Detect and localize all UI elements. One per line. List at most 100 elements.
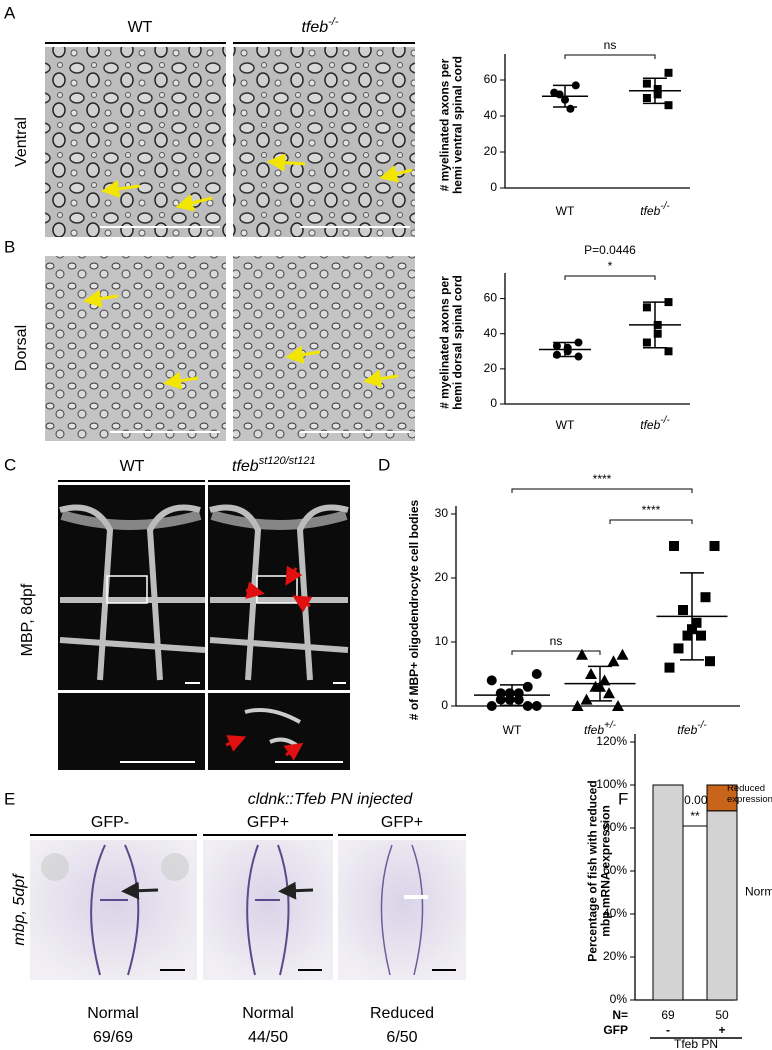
error-bar: [643, 301, 667, 349]
data-point: [709, 541, 720, 551]
gfp-value: +: [718, 1023, 725, 1037]
x-tick-label: tfeb-/-: [677, 720, 707, 738]
annotation: *: [608, 259, 613, 273]
group-name: tfeb: [640, 204, 660, 218]
error-bar: [553, 341, 577, 358]
data-point: [669, 541, 679, 551]
y-tick-label: 100%: [596, 777, 627, 791]
group-name: tfeb: [640, 418, 660, 432]
micrograph: [45, 256, 226, 441]
annotation: ****: [593, 472, 612, 486]
data-point: [700, 592, 711, 603]
data-point: [531, 669, 542, 679]
arrow: [267, 153, 306, 172]
micrograph: [45, 47, 226, 237]
data-point: [616, 648, 629, 660]
data-point: [653, 85, 662, 93]
x-tick-label: tfeb-/-: [640, 201, 670, 219]
n-value: 50: [715, 1008, 729, 1022]
y-axis-label: Percentage of fish with reduced: [586, 780, 600, 961]
data-point: [574, 352, 583, 361]
data-point: [552, 350, 561, 359]
data-point: [664, 101, 673, 110]
data-point: [552, 342, 561, 351]
column-label: WT: [120, 458, 145, 475]
x-tick-label: tfeb+/-: [584, 720, 617, 738]
data-point: [589, 680, 602, 692]
data-point: [585, 668, 597, 679]
caption: Normal: [242, 1005, 294, 1022]
significance-bracket: [511, 488, 693, 493]
y-tick-label: 0: [441, 698, 448, 712]
y-tick-label: 60: [484, 72, 498, 86]
error-bar: [553, 84, 577, 108]
significance-bracket: [511, 650, 601, 655]
annotation: ****: [642, 503, 661, 517]
panel-letter: B: [4, 237, 15, 256]
group-name: WT: [556, 418, 575, 432]
x-tick-label: WT: [556, 418, 575, 432]
arrow: [175, 194, 213, 212]
in-situ-image: [30, 840, 466, 980]
panel-letter: A: [4, 3, 16, 22]
data-point: [612, 700, 624, 711]
y-tick-label: 40: [484, 108, 498, 122]
significance-bracket: [564, 275, 656, 280]
annotation: **: [690, 809, 700, 823]
data-point: [574, 338, 583, 347]
data-point: [664, 68, 673, 77]
data-point: [522, 681, 533, 692]
fluorescence-image: [58, 485, 206, 770]
data-point: [664, 298, 673, 307]
data-point: [550, 88, 559, 97]
n-value: 69: [661, 1008, 675, 1022]
micrograph: [233, 256, 415, 441]
data-point: [495, 694, 506, 705]
data-point: [513, 694, 524, 705]
label-superscript: -/-: [328, 16, 339, 28]
gfp-label: GFP: [603, 1023, 628, 1037]
data-point: [691, 617, 702, 628]
significance-bracket: [609, 519, 693, 524]
y-tick-label: 10: [435, 634, 449, 648]
arrow: [101, 179, 141, 198]
legend-label: Normal: [745, 885, 772, 899]
y-tick-label: 0%: [610, 992, 628, 1006]
error-bar: [680, 572, 704, 661]
y-tick-label: 0: [490, 180, 497, 194]
data-point: [696, 630, 706, 641]
data-point: [571, 700, 584, 711]
data-point: [682, 630, 693, 641]
error-bar: [588, 665, 612, 702]
arrow: [285, 345, 321, 364]
column-label: tfeb-/-: [301, 16, 338, 36]
y-axis-label: mbp mRNA expression: [599, 805, 613, 937]
y-axis-label: hemi dorsal spinal cord: [451, 275, 465, 410]
data-point: [673, 643, 684, 654]
column-label: GFP+: [247, 814, 289, 831]
y-axis-label: # of MBP+ oligodendrocyte cell bodies: [407, 499, 421, 720]
x-tick-label: WT: [503, 723, 522, 737]
n-label: N=: [612, 1008, 628, 1022]
y-axis-label: # myelinated axons per: [438, 58, 452, 191]
data-point: [664, 347, 673, 356]
data-point: [653, 329, 662, 338]
group-name: tfeb: [677, 723, 697, 737]
y-axis-label: hemi ventral spinal cord: [451, 56, 465, 194]
y-tick-label: 20: [435, 570, 449, 584]
data-point: [522, 701, 533, 711]
data-point: [642, 303, 651, 312]
group-name: tfeb: [584, 723, 604, 737]
label-superscript: st120/st121: [259, 455, 316, 467]
group-label: Tfeb PN: [674, 1037, 718, 1050]
row-label: Dorsal: [13, 325, 30, 371]
data-point: [486, 701, 497, 711]
arrow: [83, 289, 119, 308]
data-point: [642, 79, 651, 88]
column-label: tfebst120/st121: [232, 455, 316, 475]
x-tick-label: WT: [556, 204, 575, 218]
data-point: [566, 104, 575, 113]
group-superscript: -/-: [660, 415, 670, 426]
label-text: tfeb: [301, 19, 328, 36]
